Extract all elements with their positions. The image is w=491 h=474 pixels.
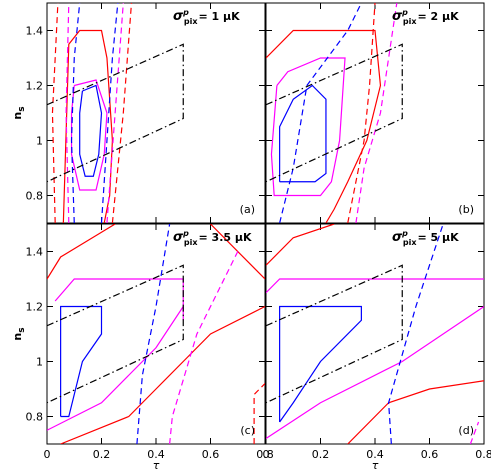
sigma-symbol: σ: [173, 230, 184, 245]
y-label-main: n: [11, 333, 24, 341]
contour-line: [47, 43, 184, 183]
sigma-sup: p: [401, 8, 408, 17]
contour-line: [266, 29, 382, 223]
x-tick-label: 0.4: [147, 448, 165, 461]
sigma-value: = 5 μK: [418, 231, 460, 244]
plot-frame: [265, 223, 485, 445]
contour-line: [60, 305, 265, 444]
y-axis-label: ns: [11, 327, 27, 340]
contour-line: [100, 3, 119, 223]
y-label-sub: s: [17, 106, 27, 111]
contour-line: [279, 84, 327, 183]
contours: [266, 224, 484, 444]
contour-line: [60, 305, 103, 418]
contour-line: [51, 3, 59, 223]
contour-line: [169, 251, 239, 444]
contour-line: [347, 3, 376, 223]
sigma-label: σp pix= 1 μK: [173, 8, 240, 26]
sigma-sub: pix: [403, 17, 417, 26]
sigma-value: = 1 μK: [199, 10, 241, 23]
y-tick-label: 0.8: [26, 411, 44, 424]
y-tick-label: 1.4: [26, 246, 44, 259]
contour-line: [47, 306, 184, 431]
contour-line: [266, 264, 403, 404]
y-tick-label: 1.2: [26, 80, 44, 93]
y-tick-label: 1.2: [26, 301, 44, 314]
panel-label: (a): [240, 203, 255, 216]
y-label-sub: s: [17, 327, 27, 332]
panel-label: (c): [240, 424, 255, 437]
sigma-sup: p: [401, 229, 408, 238]
contour-line: [355, 3, 398, 223]
contour-line: [70, 3, 81, 223]
contour-line: [266, 224, 335, 266]
x-tick-label: 0.4: [366, 448, 384, 461]
sigma-sup: p: [182, 229, 189, 238]
contour-line: [47, 224, 116, 280]
panel: σp pix= 2 μK (b): [265, 2, 485, 224]
contour-line: [62, 29, 114, 223]
y-label-main: n: [11, 112, 24, 120]
panel: 0.8 1 1.2 1.4 σp pix= 1 μK (a) ns: [11, 2, 266, 224]
x-tick-label: 0: [263, 448, 270, 461]
sigma-symbol: σ: [392, 230, 403, 245]
sigma-label: σp pix= 5 μK: [392, 229, 459, 247]
contour-line: [111, 3, 133, 223]
sigma-sub: pix: [184, 238, 198, 247]
contour-line: [136, 224, 171, 444]
sigma-sup: p: [182, 8, 189, 17]
y-tick-label: 1: [36, 135, 43, 148]
x-tick-label: 0.8: [475, 448, 491, 461]
sigma-value: = 3.5 μK: [199, 231, 252, 244]
sigma-symbol: σ: [173, 9, 184, 24]
contour-line: [253, 383, 265, 444]
y-tick-label: 0.8: [26, 190, 44, 203]
sigma-label: σp pix= 2 μK: [392, 8, 459, 26]
y-tick-label: 1: [36, 356, 43, 369]
x-tick-label: 0.2: [93, 448, 111, 461]
contours: [47, 224, 265, 444]
x-tick-label: 0.8: [256, 448, 274, 461]
sigma-sub: pix: [403, 238, 417, 247]
contour-line: [106, 3, 124, 223]
sigma-label: σp pix= 3.5 μK: [173, 229, 252, 247]
sigma-symbol: σ: [392, 9, 403, 24]
sigma-sub: pix: [184, 17, 198, 26]
contour-line: [47, 264, 184, 404]
x-axis-label: τ: [153, 459, 160, 472]
contour-line: [266, 43, 403, 183]
contour-line: [266, 278, 484, 294]
plot-frame: [46, 223, 266, 445]
contour-line: [279, 3, 362, 223]
panel: 0 0.2 0.4 0.6 0.8 0.8 1 1.2 1.4 σp pix= 3.5 μK (c) τ…: [11, 223, 274, 472]
sigma-value: = 2 μK: [418, 10, 460, 23]
x-axis-label: τ: [372, 459, 379, 472]
contour-line: [469, 421, 480, 444]
contour-line: [79, 84, 103, 177]
panel: 0 0.2 0.4 0.6 0.8 σp pix= 5 μK (d) τ: [263, 223, 491, 472]
contour-line: [270, 57, 346, 197]
panel-label: (b): [458, 203, 474, 216]
contours: [47, 3, 184, 223]
contour-line: [266, 306, 484, 440]
x-tick-label: 0.6: [421, 448, 439, 461]
x-tick-label: 0.6: [202, 448, 220, 461]
x-tick-label: 0: [44, 448, 51, 461]
panel-label: (d): [458, 424, 474, 437]
contour-line: [54, 278, 184, 321]
contour-line: [347, 380, 484, 444]
y-tick-label: 1.4: [26, 25, 44, 38]
contour-line: [279, 305, 362, 423]
contour-line: [70, 79, 108, 191]
contours: [266, 3, 403, 223]
contour-line: [388, 224, 444, 444]
y-axis-label: ns: [11, 106, 27, 119]
x-tick-label: 0.2: [312, 448, 330, 461]
contour-line: [65, 3, 70, 223]
